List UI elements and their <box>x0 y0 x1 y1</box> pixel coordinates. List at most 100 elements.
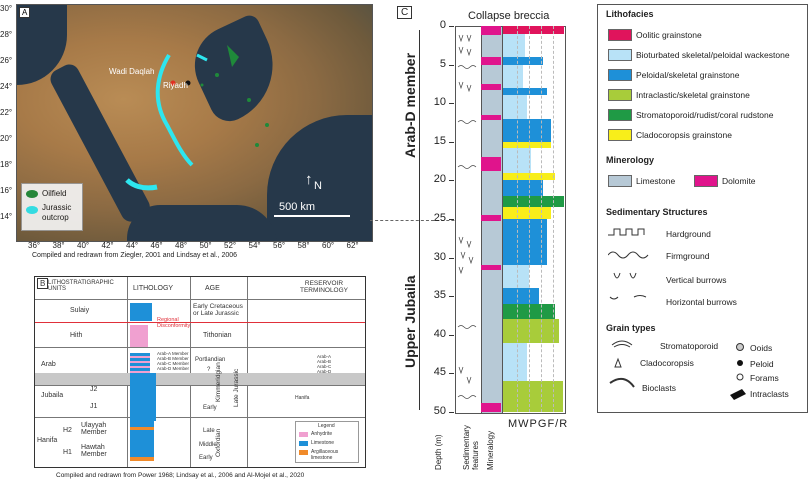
depth-tick-label: 10 <box>433 96 446 109</box>
depth-tick-label: 20 <box>433 173 446 186</box>
depth-tick-label: 15 <box>433 134 446 147</box>
panel-b-letter: B <box>37 278 49 289</box>
depth-tick-label: 35 <box>433 289 446 302</box>
age-early-2: Early <box>199 455 213 461</box>
map-x-tick: 56° <box>273 241 286 250</box>
vertical-burrows-icon <box>613 272 637 279</box>
jurassic-swatch <box>26 206 38 214</box>
sedimentary-features-symbols <box>457 34 477 399</box>
dolomite-band <box>481 114 501 121</box>
mini-legend-item: Limestone <box>311 440 335 446</box>
unit-jubaila: Jubaila <box>41 392 64 399</box>
grid-line <box>35 299 365 300</box>
grain-stromatoporoid: Stromatoporoid <box>660 341 719 351</box>
dolomite-band <box>481 265 501 270</box>
collapse-breccia-title: Collapse breccia <box>468 10 550 22</box>
facies-band <box>503 381 563 413</box>
dolomite-band <box>481 157 501 172</box>
outcrop-label: outcrop <box>42 213 69 222</box>
depth-tick <box>449 219 454 220</box>
satellite-map: A Wadi Daqlah Riyadh Oilfield Jurassic o… <box>16 4 373 242</box>
structure-vertical-burrows: Vertical burrows <box>666 275 727 285</box>
mineralogy-dolomite: Dolomite <box>722 176 756 186</box>
facies-band <box>503 180 543 197</box>
structure-firmground: Firmground <box>666 251 710 261</box>
depth-tick-label: 40 <box>433 327 446 340</box>
reservoir-label: Arab-A <box>317 354 332 359</box>
lithology-argillaceous <box>130 427 154 430</box>
depth-tick-label: 25 <box>433 212 446 224</box>
facies-band <box>503 118 551 143</box>
mineralogy-limestone: Limestone <box>636 176 676 186</box>
oilfield-swatch <box>26 190 38 198</box>
lithofacies-swatch <box>608 69 632 81</box>
arab-member-label: Arab-C Member <box>157 361 190 366</box>
grain-peloid: Peloid <box>750 359 774 369</box>
structure-hardground: Hardground <box>666 229 711 239</box>
facies-band <box>503 95 527 120</box>
unit-sulaiy: Sulaiy <box>70 307 90 314</box>
forams-icon <box>736 373 744 381</box>
map-x-tick: 44° <box>126 241 139 250</box>
map-x-tick: 52° <box>224 241 237 250</box>
grain-intraclasts: Intraclasts <box>750 389 789 399</box>
age-early-cretaceous: Early Cretaceous or Late Jurassic <box>193 303 243 317</box>
map-y-tick: 30° <box>0 4 13 13</box>
sedimentary-features-column <box>455 26 482 414</box>
reservoir-label: Arab-C <box>317 364 332 369</box>
grid-line <box>35 417 365 418</box>
facies-band <box>503 33 525 58</box>
map-x-tick: 62° <box>346 241 359 250</box>
dolomite-band <box>481 215 501 221</box>
map-y-tick: 20° <box>0 134 13 143</box>
oilfield-label: Oilfield <box>42 189 67 198</box>
grid-line <box>127 277 128 467</box>
lithology-hith <box>130 325 148 347</box>
age-portlandian: Portlandian <box>195 357 226 363</box>
arab-member-label: Arab-A Member <box>157 351 189 356</box>
mini-legend-title: Legend <box>318 423 335 429</box>
facies-band <box>503 219 547 267</box>
map-y-tick: 28° <box>0 30 13 39</box>
depth-tick <box>449 180 454 182</box>
lithology-argillaceous <box>130 457 154 461</box>
depth-tick <box>449 257 454 259</box>
lithology-jubaila <box>130 373 156 421</box>
grid-line <box>35 385 365 386</box>
disconformity-line <box>35 322 365 323</box>
panel-b-caption: Compiled and redrawn from Power 1968; Li… <box>56 472 305 479</box>
map-x-tick: 54° <box>248 241 261 250</box>
mineralogy-axis-label: Mineralogy <box>486 430 495 470</box>
header-units: LITHOSTRATIGRAPHIC UNITS <box>48 280 114 292</box>
lithofacies-swatch <box>608 109 632 121</box>
grain-ooids: Ooids <box>750 343 773 353</box>
grain-cladocoropsis: Cladocoropsis <box>640 358 694 368</box>
facies-band <box>503 319 559 344</box>
structures-title: Sedimentary Structures <box>606 207 708 217</box>
facies-band <box>503 288 539 305</box>
grid-line <box>247 277 248 467</box>
firmground-icon <box>608 251 649 259</box>
age-late: Late <box>203 428 215 434</box>
age-early: Early <box>203 405 217 411</box>
north-label: N <box>314 180 322 192</box>
lithology-mini-legend: Legend Anhydrite Limestone Argillaceous … <box>295 421 359 463</box>
map-y-tick: 22° <box>0 108 13 117</box>
lithofacies-label: Intraclastic/skeletal grainstone <box>636 90 750 100</box>
upper-jubaila-label: Upper Jubaila <box>402 275 418 368</box>
age-oxfordian: Oxfordian <box>215 428 222 457</box>
header-reservoir: RESERVOIR TERMINOLOGY <box>299 280 349 294</box>
lithology-sulaiy <box>130 303 152 321</box>
depth-tick-label: 0 <box>439 19 446 31</box>
wadi-daqlah-label: Wadi Daqlah <box>109 67 155 76</box>
grain-types-title: Grain types <box>606 323 656 333</box>
lithofacies-title: Lithofacies <box>606 9 654 19</box>
reservoir-label: Arab-D <box>317 369 332 374</box>
depth-tick <box>449 296 454 298</box>
map-x-tick: 36° <box>28 241 41 250</box>
limestone-swatch <box>299 441 308 446</box>
age-late-jurassic: Late Jurassic <box>233 368 240 407</box>
depth-tick <box>449 334 454 336</box>
header-age: AGE <box>205 285 220 292</box>
lithofacies-label: Bioturbated skeletal/peloidal wackestone <box>636 50 790 60</box>
